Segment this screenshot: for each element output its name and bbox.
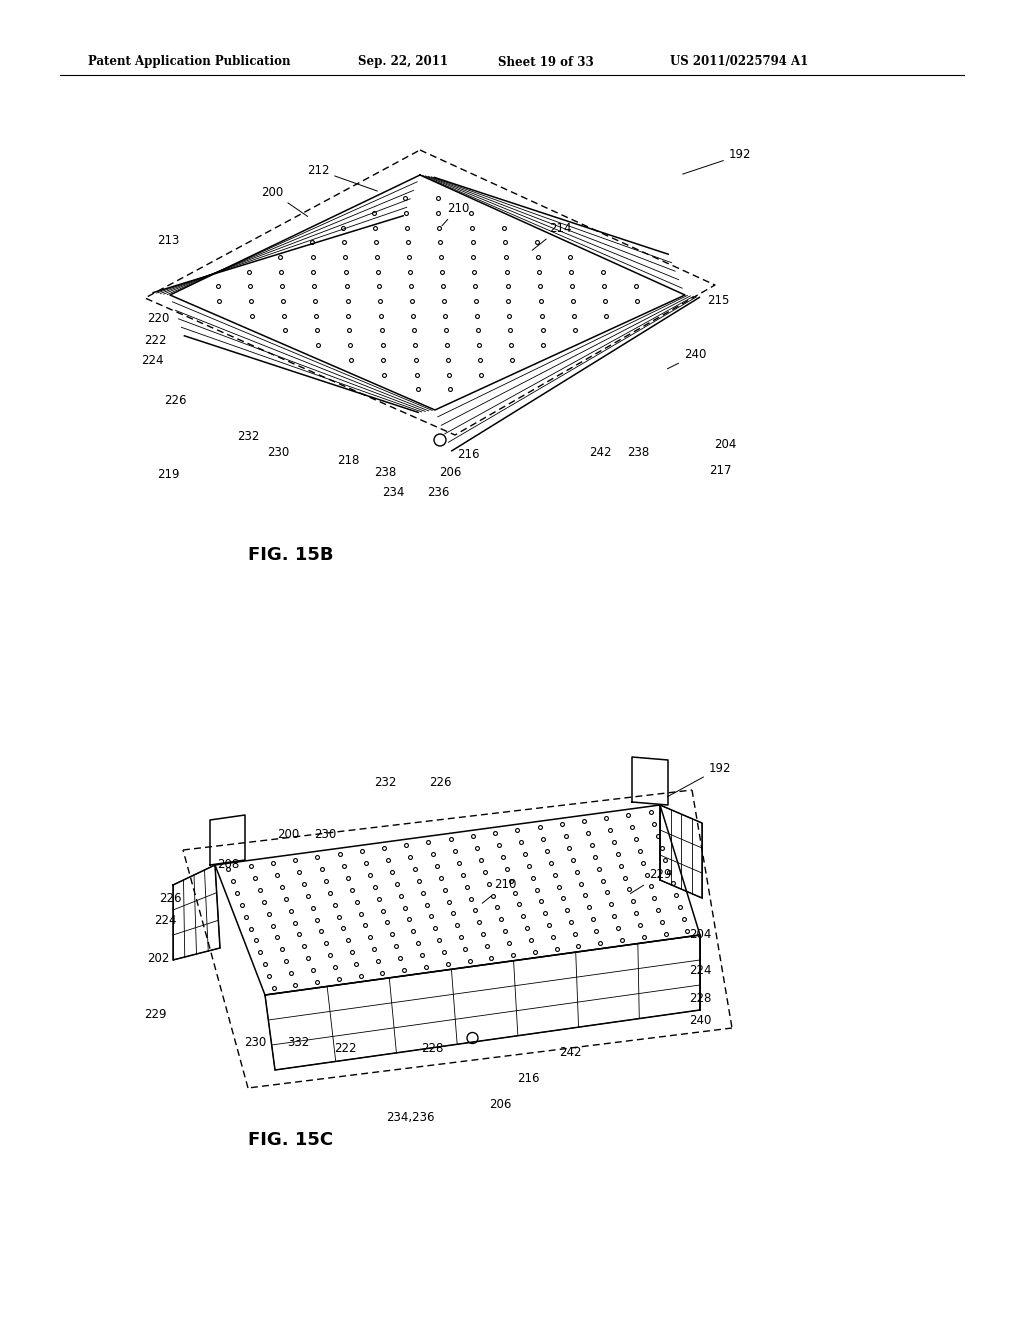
Text: Sep. 22, 2011: Sep. 22, 2011 xyxy=(358,55,449,69)
Text: 215: 215 xyxy=(707,293,729,306)
Text: 204: 204 xyxy=(714,438,736,451)
Text: FIG. 15C: FIG. 15C xyxy=(248,1131,333,1148)
Text: 234: 234 xyxy=(382,486,404,499)
Text: 240: 240 xyxy=(668,348,707,368)
Text: Sheet 19 of 33: Sheet 19 of 33 xyxy=(498,55,594,69)
Text: 332: 332 xyxy=(287,1036,309,1049)
Text: 238: 238 xyxy=(374,466,396,479)
Text: 228: 228 xyxy=(421,1041,443,1055)
Text: 206: 206 xyxy=(439,466,461,479)
Text: 208: 208 xyxy=(217,858,240,871)
Text: 232: 232 xyxy=(374,776,396,789)
Text: 192: 192 xyxy=(668,762,731,797)
Text: 236: 236 xyxy=(427,486,450,499)
Text: 210: 210 xyxy=(442,202,469,226)
Text: 226: 226 xyxy=(429,776,452,789)
Text: 222: 222 xyxy=(143,334,166,346)
Text: 228: 228 xyxy=(689,991,712,1005)
Text: 217: 217 xyxy=(709,463,731,477)
Text: 226: 226 xyxy=(159,891,181,904)
Text: 238: 238 xyxy=(627,446,649,458)
Text: 222: 222 xyxy=(334,1041,356,1055)
Text: 218: 218 xyxy=(337,454,359,466)
Text: 213: 213 xyxy=(157,234,179,247)
Text: 200: 200 xyxy=(276,829,299,842)
Text: 242: 242 xyxy=(559,1047,582,1060)
Text: 202: 202 xyxy=(146,952,169,965)
Text: 224: 224 xyxy=(140,354,163,367)
Text: 224: 224 xyxy=(154,913,176,927)
Text: FIG. 15B: FIG. 15B xyxy=(248,546,334,564)
Text: 230: 230 xyxy=(267,446,289,458)
Text: Patent Application Publication: Patent Application Publication xyxy=(88,55,291,69)
Text: 224: 224 xyxy=(689,964,712,977)
Text: 220: 220 xyxy=(146,312,169,325)
Text: 230: 230 xyxy=(314,829,336,842)
Text: 200: 200 xyxy=(261,186,307,216)
Text: US 2011/0225794 A1: US 2011/0225794 A1 xyxy=(670,55,808,69)
Text: 229: 229 xyxy=(143,1008,166,1022)
Text: 216: 216 xyxy=(517,1072,540,1085)
Text: 229: 229 xyxy=(631,869,672,894)
Text: 206: 206 xyxy=(488,1098,511,1111)
Text: 212: 212 xyxy=(307,164,378,191)
Text: 219: 219 xyxy=(157,469,179,482)
Text: 216: 216 xyxy=(457,449,479,462)
Text: 240: 240 xyxy=(689,1014,712,1027)
Text: 230: 230 xyxy=(244,1036,266,1049)
Text: 204: 204 xyxy=(689,928,712,941)
Text: 210: 210 xyxy=(482,879,516,903)
Text: 214: 214 xyxy=(532,222,571,251)
Text: 226: 226 xyxy=(164,393,186,407)
Text: 232: 232 xyxy=(237,430,259,444)
Text: 192: 192 xyxy=(683,149,752,174)
Text: 234,236: 234,236 xyxy=(386,1111,434,1125)
Text: 242: 242 xyxy=(589,446,611,458)
